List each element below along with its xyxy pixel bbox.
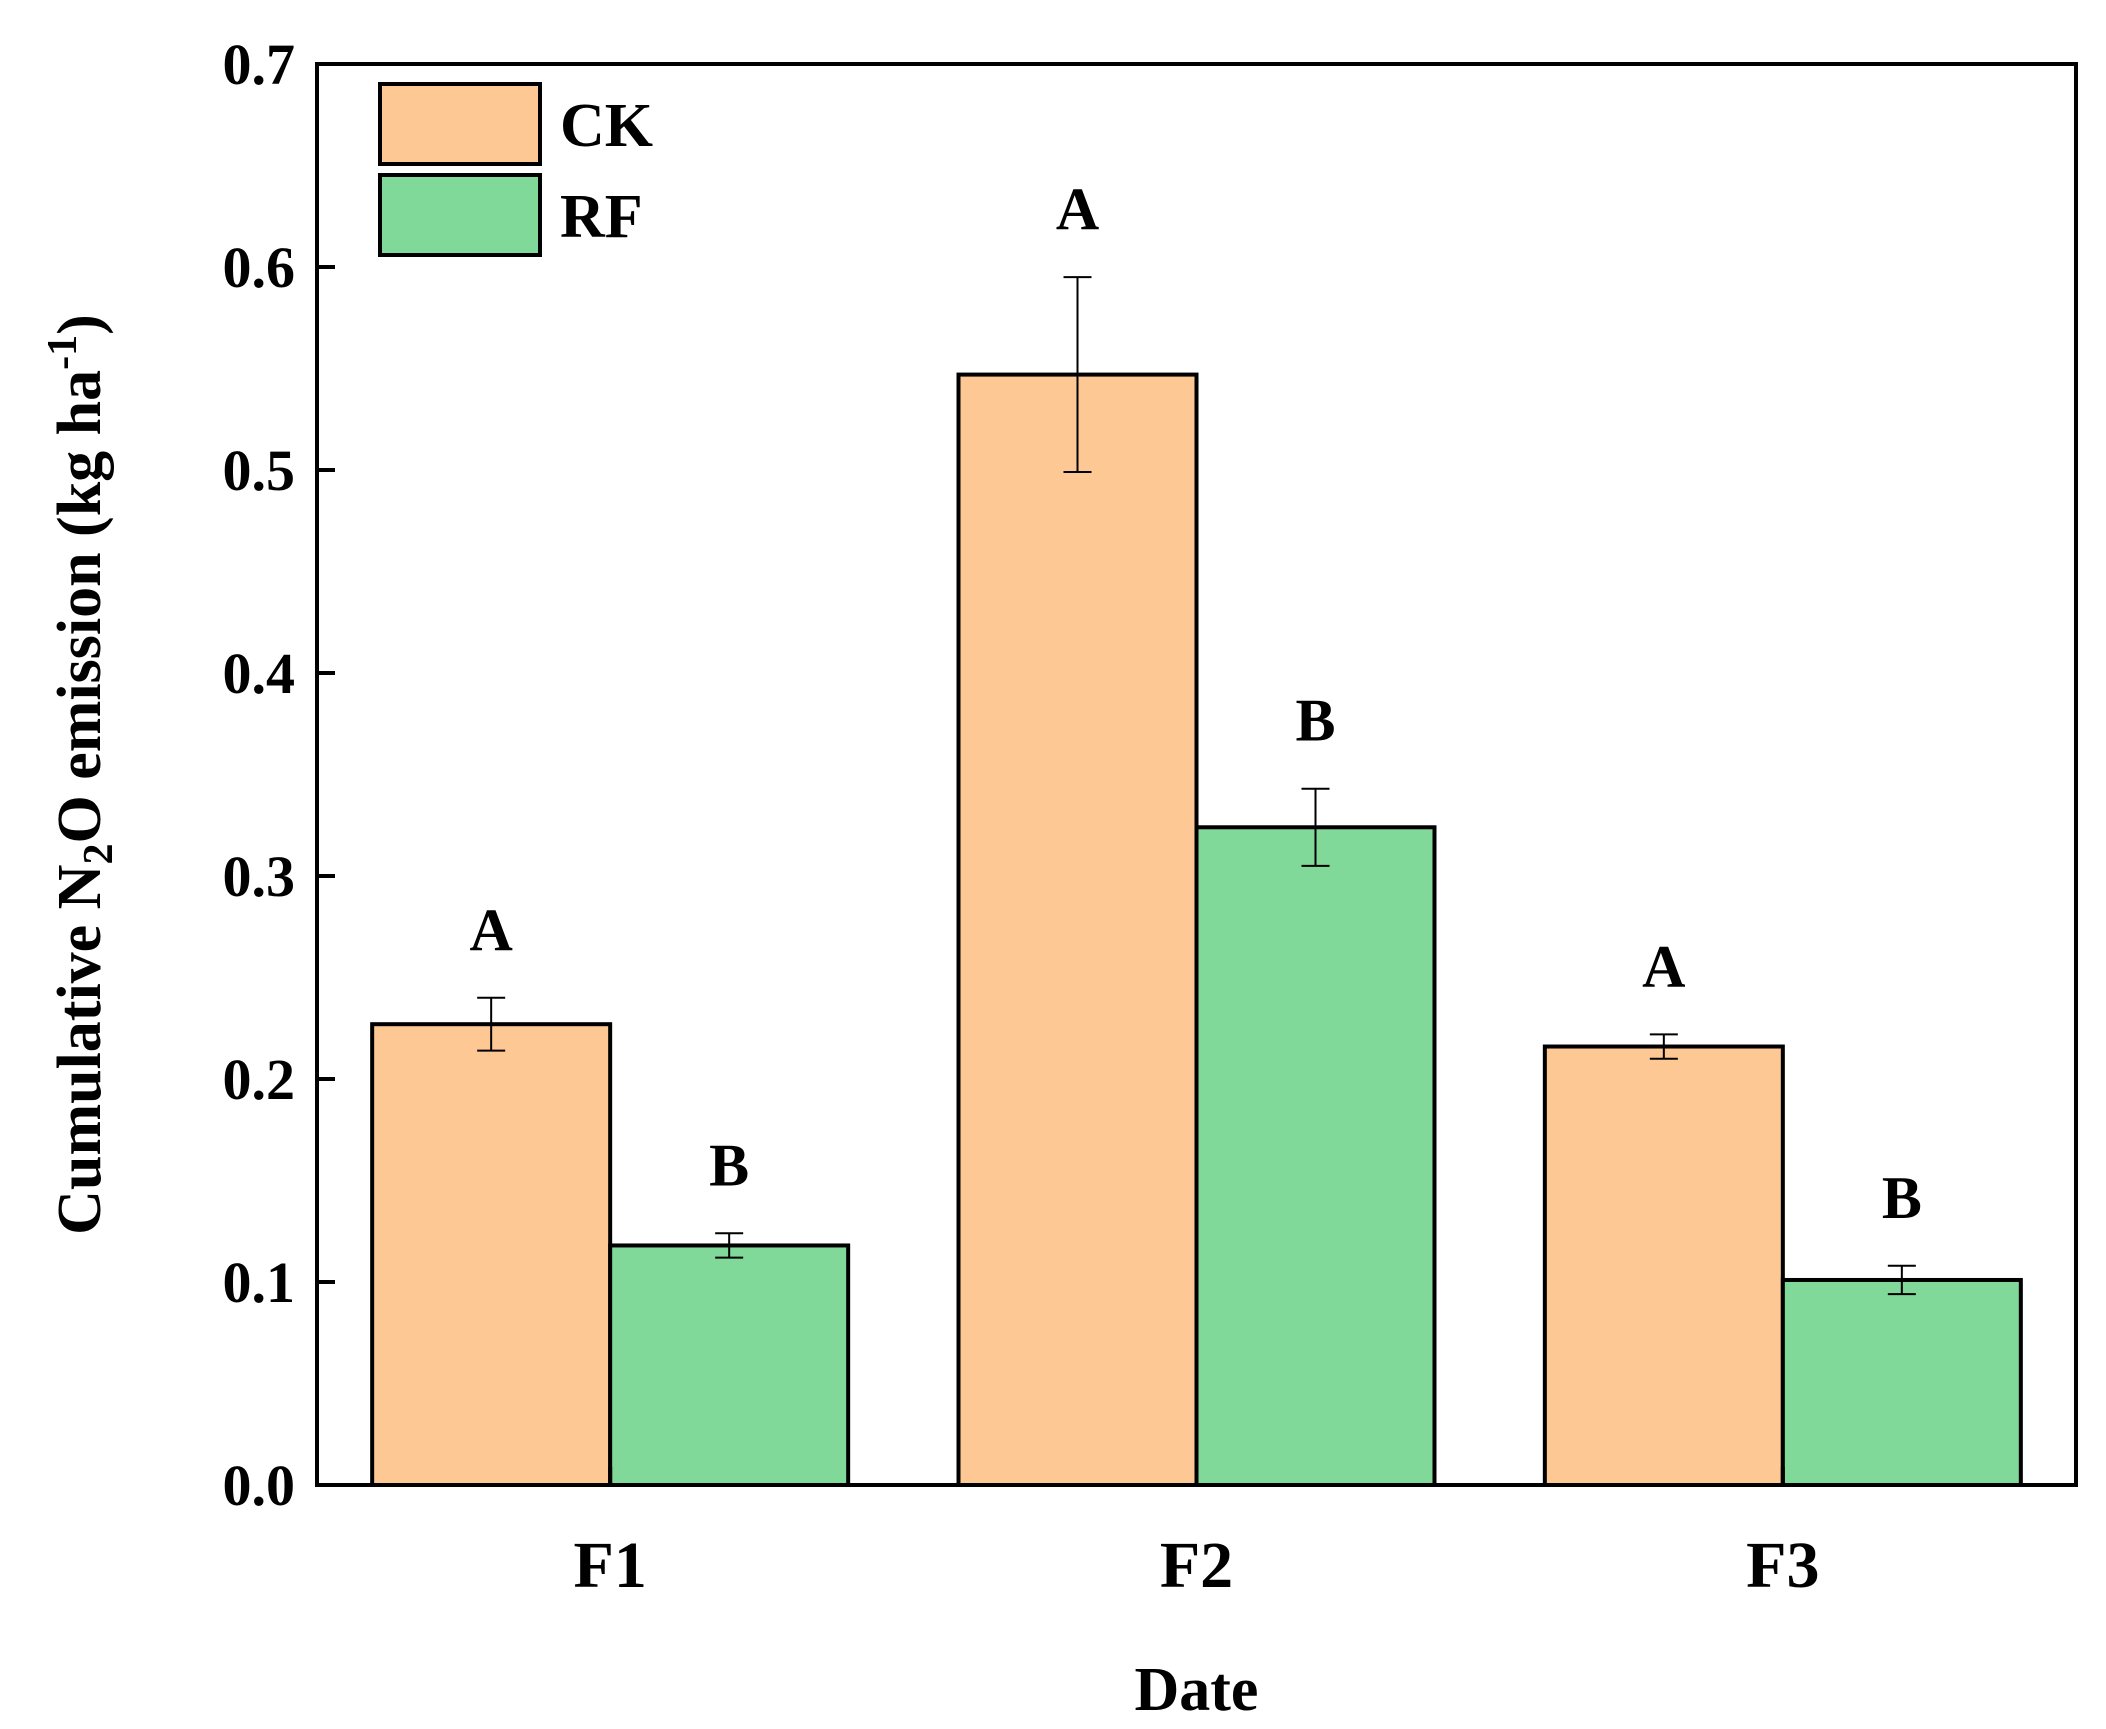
bar-RF-F2 [1194,825,1437,1487]
bar-CK-F1 [370,1022,613,1487]
y-tick-label: 0.4 [223,641,296,706]
significance-letter: B [1295,688,1335,754]
legend-label-CK: CK [560,92,653,160]
significance-letters-layer: A B A B A B [469,176,1921,1231]
y-axis-label-superscript: -1 [40,335,86,370]
x-axis-label: Date [1135,1656,1259,1724]
legend: CK RF [378,82,653,257]
significance-letter: A [469,897,512,963]
legend-swatch-CK [378,82,542,166]
x-tick-label: F1 [574,1529,647,1602]
bar-RF-F1 [608,1243,851,1487]
legend-swatch-RF [378,173,542,257]
y-tick-label: 0.6 [223,235,296,300]
significance-letter: B [1882,1165,1922,1231]
y-axis-label-middle: O emission (kg ha [46,370,114,844]
legend-label-RF: RF [560,183,643,251]
error-bars-layer [477,276,1916,1296]
bar-CK-F2 [956,372,1199,1488]
bar-CK-F3 [1542,1044,1785,1488]
y-axis-label-suffix: ) [46,314,114,335]
significance-letter: A [1642,933,1685,999]
bar-RF-F3 [1780,1277,2023,1487]
significance-letter: A [1056,176,1099,242]
x-tick-label: F2 [1160,1529,1233,1602]
y-tick-label: 0.1 [223,1250,296,1315]
y-tick-label: 0.5 [223,438,296,503]
y-axis-label: Cumulative N2O emission (kg ha-1) [40,314,122,1235]
y-axis-label-prefix: Cumulative N [46,865,114,1235]
y-tick-label: 0.2 [223,1047,296,1112]
y-axis-label-subscript: 2 [76,844,122,865]
y-tick-label: 0.3 [223,844,296,909]
y-tick-label: 0.7 [223,32,296,97]
y-axis-ticks: 0.0 0.1 0.2 0.3 0.4 0.5 0.6 0.7 [223,32,335,1518]
bars-layer [370,372,2023,1488]
y-tick-label: 0.0 [223,1453,296,1518]
x-tick-label: F3 [1746,1529,1819,1602]
significance-letter: B [709,1132,749,1198]
x-axis-ticks: F1 F2 F3 [574,1467,1819,1602]
